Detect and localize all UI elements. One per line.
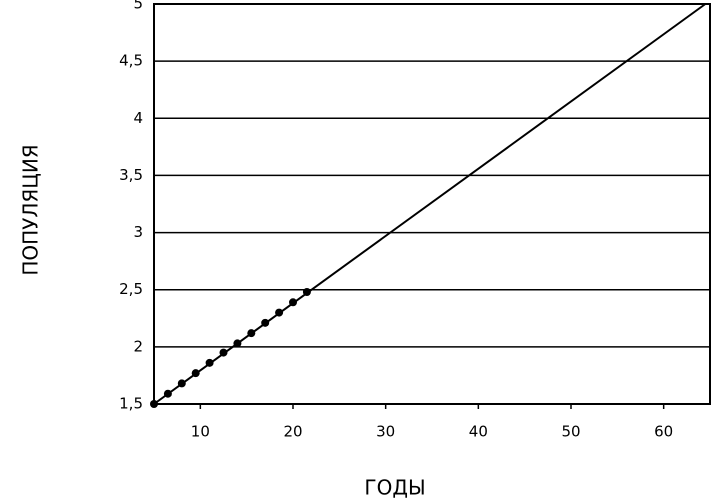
- x-axis-title: ГОДЫ: [364, 476, 425, 500]
- plot-frame: [153, 3, 711, 405]
- data-point: [302, 288, 311, 296]
- x-tick-label: 60: [654, 423, 673, 441]
- x-tick-label: 20: [283, 423, 302, 441]
- y-tick-label: 5: [133, 0, 143, 13]
- y-tick-label: 1,5: [119, 395, 143, 413]
- data-point: [177, 379, 186, 388]
- data-point: [205, 358, 214, 367]
- x-tick-label: 50: [561, 423, 580, 441]
- y-tick-label: 2: [133, 337, 143, 355]
- x-tick-label: 40: [469, 423, 488, 441]
- data-line: [153, 3, 706, 405]
- data-point: [191, 369, 200, 378]
- data-point: [261, 318, 270, 327]
- y-axis-title: ПОПУЛЯЦИЯ: [19, 144, 43, 275]
- x-tick-label: 30: [376, 423, 395, 441]
- data-point: [289, 298, 297, 307]
- data-point: [150, 400, 158, 408]
- y-tick-label: 3,5: [119, 166, 143, 184]
- y-tick-label: 4: [133, 109, 143, 127]
- data-point: [219, 348, 228, 357]
- x-tick-label: 10: [191, 423, 210, 441]
- data-point: [233, 339, 242, 348]
- y-tick-label: 3: [133, 223, 143, 241]
- data-point: [275, 308, 284, 317]
- data-point: [163, 389, 172, 398]
- y-tick-label: 4,5: [119, 52, 143, 70]
- y-tick-label: 2,5: [119, 280, 143, 298]
- data-point: [247, 329, 256, 338]
